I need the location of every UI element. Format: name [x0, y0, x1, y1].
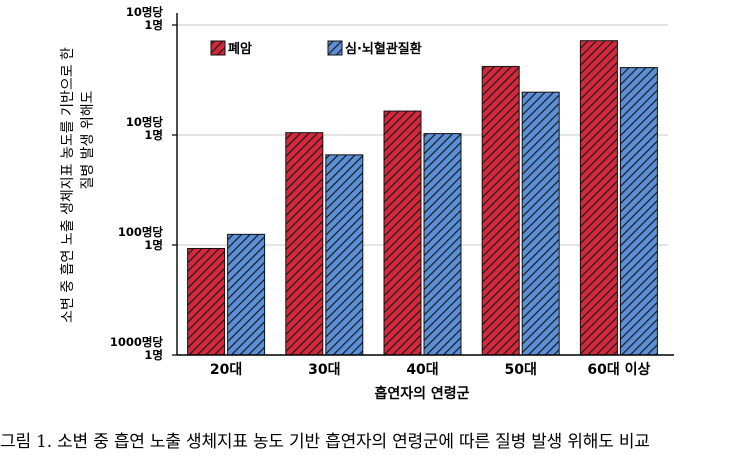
x-tick-label: 40대 [406, 362, 438, 378]
bar-cardio-cerebrovascular [227, 233, 266, 356]
legend-swatch [210, 40, 226, 56]
bar-lung-cancer [579, 40, 618, 356]
bar-cardio-cerebrovascular [521, 91, 560, 356]
y-tick-label: 100명당 1명 [118, 225, 164, 252]
y-tick-label: 10명당 1명 [126, 5, 164, 32]
x-tick-label: 30대 [308, 362, 340, 378]
figure-caption: 그림 1. 소변 중 흡연 노출 생체지표 농도 기반 흡연자의 연령군에 따른… [0, 432, 650, 452]
y-tick-label: 1000명당 1명 [110, 335, 164, 362]
legend-label: 심·뇌혈관질환 [345, 41, 422, 57]
bar-cardio-cerebrovascular [619, 67, 658, 356]
y-axis-title-line: 소변 중 흡연 노출 생체지표 농도를 기반으로 한 [60, 47, 76, 323]
y-axis-title: 소변 중 흡연 노출 생체지표 농도를 기반으로 한 질병 발생 위해도 [60, 47, 96, 323]
bar-cardio-cerebrovascular [325, 154, 364, 356]
bar-lung-cancer [187, 247, 226, 356]
legend: 폐암 심·뇌혈관질환 [210, 40, 422, 57]
axes [176, 13, 674, 356]
x-tick-label: 60대 이상 [587, 361, 650, 378]
x-tick-label: 20대 [210, 362, 242, 378]
bars [187, 40, 658, 356]
bar-lung-cancer [285, 132, 324, 356]
legend-swatch [327, 40, 343, 56]
tick-labels: 10명당 1명 10명당 1명 100명당 1명 1000명당 1명 20대 30대 40대 50대 6… [110, 5, 651, 378]
x-axis-title: 흡연자의 연령군 [374, 385, 469, 402]
y-tick-label: 10명당 1명 [126, 115, 164, 142]
y-axis-title-line: 질병 발생 위해도 [80, 90, 96, 189]
bar-lung-cancer [383, 110, 422, 356]
legend-label: 폐암 [228, 41, 252, 57]
bar-lung-cancer [481, 65, 520, 356]
bar-cardio-cerebrovascular [423, 133, 462, 356]
x-tick-label: 50대 [505, 362, 537, 378]
